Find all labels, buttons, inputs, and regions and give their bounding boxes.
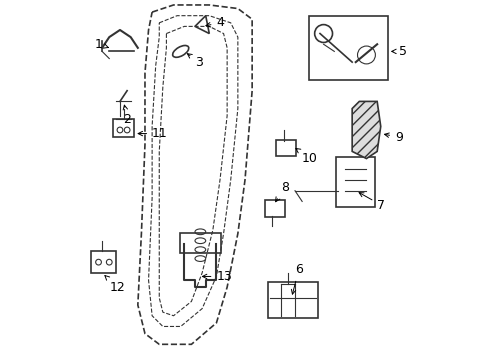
Text: 5: 5 bbox=[392, 45, 407, 58]
Text: 11: 11 bbox=[138, 127, 168, 140]
Text: 6: 6 bbox=[292, 263, 303, 294]
Text: 3: 3 bbox=[187, 54, 203, 69]
Text: 2: 2 bbox=[123, 105, 131, 126]
Text: 12: 12 bbox=[105, 275, 125, 294]
Text: 9: 9 bbox=[385, 131, 403, 144]
Text: 4: 4 bbox=[206, 16, 224, 29]
Text: 13: 13 bbox=[202, 270, 232, 283]
Text: 1: 1 bbox=[95, 38, 108, 51]
Text: 7: 7 bbox=[359, 193, 385, 212]
Text: 8: 8 bbox=[275, 181, 289, 202]
Polygon shape bbox=[352, 102, 381, 158]
Text: 10: 10 bbox=[296, 148, 318, 165]
